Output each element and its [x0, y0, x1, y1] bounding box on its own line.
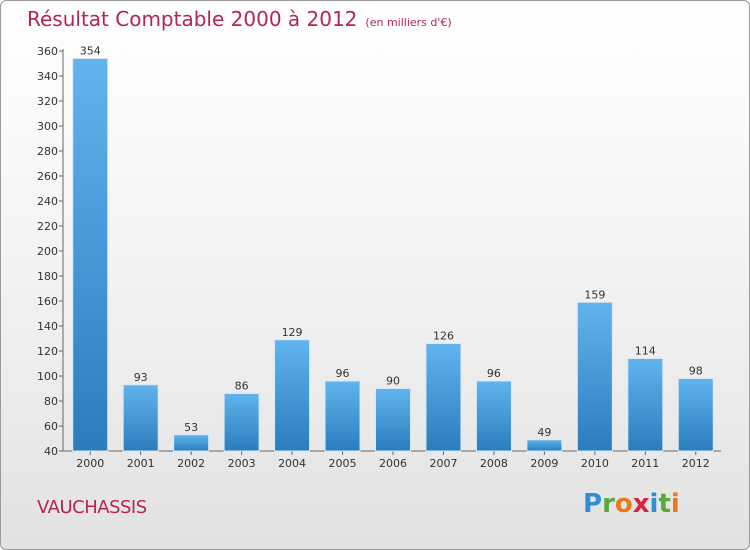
- commune-name: VAUCHASSIS: [37, 497, 147, 518]
- x-tick-label-2004: 2004: [278, 457, 306, 470]
- bar-2000: [72, 58, 109, 452]
- y-tick-label: 360: [37, 45, 58, 58]
- bar-2008: [475, 380, 512, 452]
- logo-letter: P: [583, 489, 603, 519]
- bar-2011: [627, 358, 664, 452]
- data-label-2011: 114: [635, 345, 656, 358]
- logo-letter: r: [602, 489, 615, 519]
- bar-chart: 40 60 80 100 120 140 160 180 200 220 240 260 280 300 3…: [37, 45, 721, 470]
- bar-2012: [677, 378, 714, 452]
- data-label-2005: 96: [336, 367, 350, 380]
- y-tick-label: 260: [37, 170, 58, 183]
- chart-title: Résultat Comptable 2000 à 2012 (en millie…: [27, 7, 452, 31]
- bar-2001: [122, 384, 159, 452]
- chart-subtitle: (en milliers d'€): [365, 16, 452, 29]
- bar-2009: [526, 439, 563, 452]
- y-tick-label: 220: [37, 220, 58, 233]
- bar-2006: [375, 388, 411, 452]
- data-label-2004: 129: [282, 326, 303, 339]
- x-tick-label-2005: 2005: [329, 457, 357, 470]
- bar-2004: [274, 339, 311, 452]
- x-tick-label-2010: 2010: [581, 457, 609, 470]
- x-tick-label-2011: 2011: [631, 457, 659, 470]
- y-tick-label: 80: [44, 395, 58, 408]
- data-label-2003: 86: [235, 380, 249, 393]
- y-tick-label: 200: [37, 245, 58, 258]
- data-label-2001: 93: [134, 371, 148, 384]
- chart-title-text: Résultat Comptable 2000 à 2012: [27, 7, 358, 31]
- y-tick-label: 300: [37, 120, 58, 133]
- x-tick-label-2003: 2003: [228, 457, 256, 470]
- bar-2003: [223, 393, 260, 452]
- logo-letter: i: [649, 489, 659, 519]
- logo-letter: t: [658, 489, 671, 519]
- data-label-2007: 126: [433, 330, 454, 343]
- logo-letter: i: [670, 489, 680, 519]
- y-tick-label: 280: [37, 145, 58, 158]
- y-tick-label: 100: [37, 370, 58, 383]
- y-tick-label: 120: [37, 345, 58, 358]
- y-tick-label: 140: [37, 320, 58, 333]
- x-tick-label-2009: 2009: [530, 457, 558, 470]
- data-label-2000: 354: [80, 45, 101, 58]
- data-label-2009: 49: [537, 426, 551, 439]
- x-tick-label-2001: 2001: [127, 457, 155, 470]
- data-label-2002: 53: [184, 421, 198, 434]
- y-tick-label: 240: [37, 195, 58, 208]
- logo-letter: x: [632, 489, 650, 519]
- proxiti-logo: Proxiti: [583, 489, 680, 519]
- data-label-2006: 90: [386, 375, 400, 388]
- x-tick-label-2000: 2000: [76, 457, 104, 470]
- x-tick-label-2012: 2012: [682, 457, 710, 470]
- y-tick-label: 40: [44, 445, 58, 458]
- y-tick-label: 340: [37, 70, 58, 83]
- x-tick-label-2007: 2007: [429, 457, 457, 470]
- y-tick-label: 60: [44, 420, 58, 433]
- bar-2010: [576, 301, 613, 452]
- data-label-2012: 98: [689, 365, 703, 378]
- y-tick-label: 180: [37, 270, 58, 283]
- y-tick-label: 320: [37, 95, 58, 108]
- x-tick-label-2002: 2002: [177, 457, 205, 470]
- x-tick-label-2008: 2008: [480, 457, 508, 470]
- y-tick-label: 160: [37, 295, 58, 308]
- logo-letter: o: [614, 489, 633, 519]
- data-label-2008: 96: [487, 367, 501, 380]
- bar-2002: [173, 434, 210, 452]
- bar-2007: [425, 343, 462, 452]
- x-tick-label-2006: 2006: [379, 457, 407, 470]
- bar-2005: [324, 380, 361, 452]
- data-label-2010: 159: [584, 288, 605, 301]
